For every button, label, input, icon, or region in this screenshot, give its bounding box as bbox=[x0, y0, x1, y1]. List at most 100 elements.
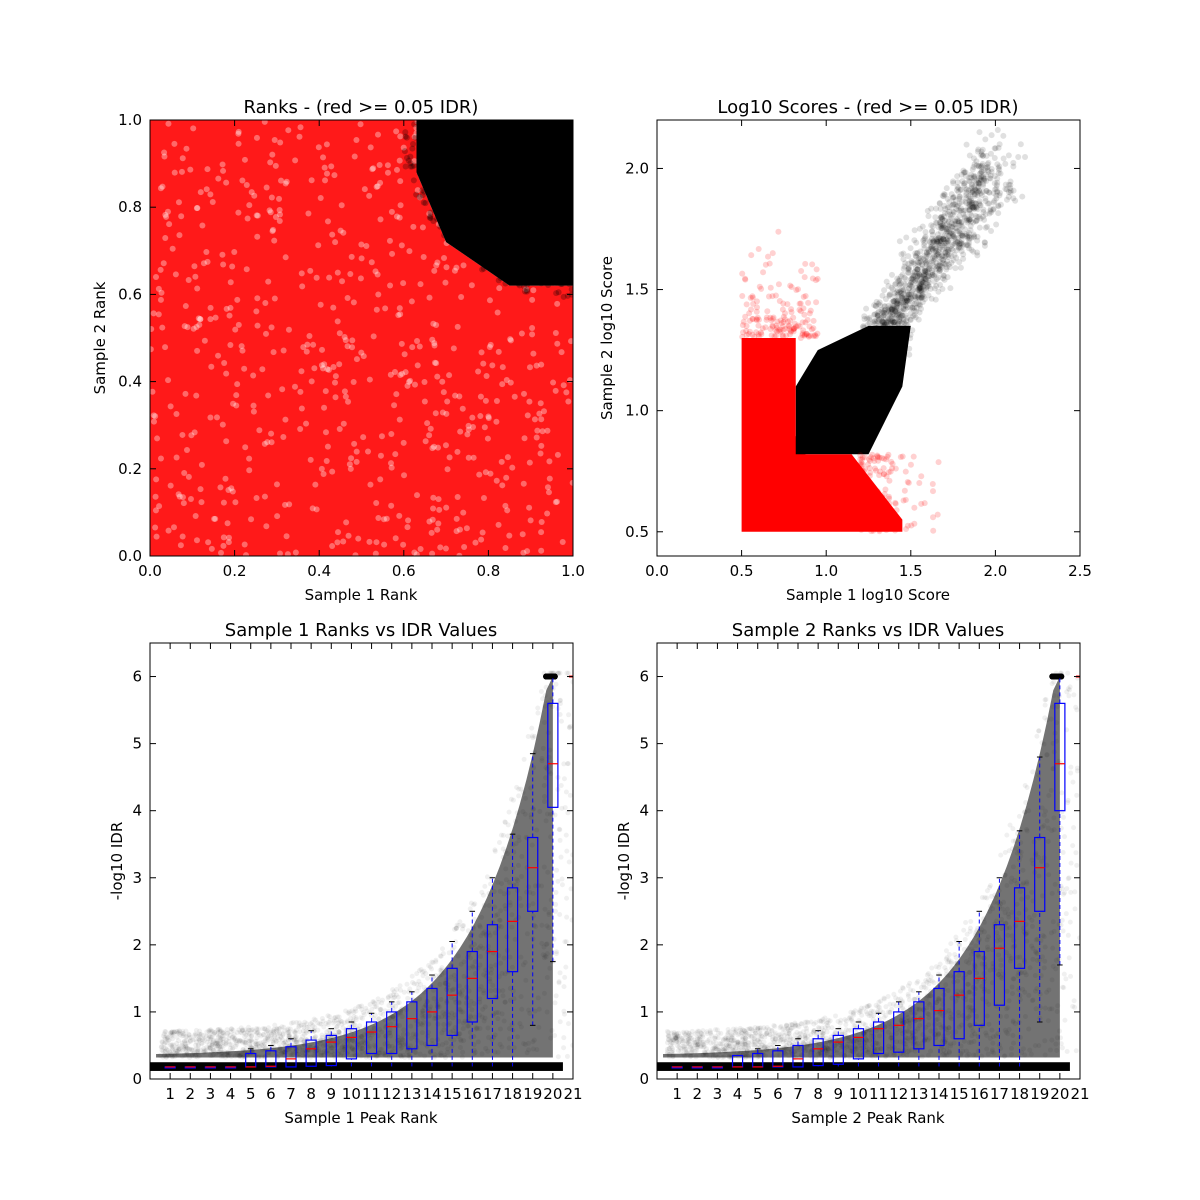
scores-black-point bbox=[885, 283, 892, 290]
scores-black-point bbox=[975, 180, 982, 187]
idr-scatter-point bbox=[557, 911, 563, 917]
scores-red-point bbox=[876, 528, 883, 535]
scores-black-point bbox=[954, 239, 961, 246]
ranks-red-point bbox=[426, 518, 433, 525]
ranks-red-point bbox=[353, 458, 360, 465]
scores-black-point bbox=[973, 200, 980, 207]
ranks-red-point bbox=[432, 410, 439, 417]
ranks-red-point bbox=[357, 121, 364, 128]
scores-black-point bbox=[966, 245, 973, 252]
ranks-red-point bbox=[213, 414, 220, 421]
scores-black-point bbox=[906, 267, 913, 274]
ranks-red-point bbox=[205, 539, 212, 546]
ranks-red-point bbox=[181, 323, 188, 330]
scores-red-point bbox=[867, 515, 874, 522]
ranks-red-point bbox=[479, 529, 486, 536]
scores-black-point bbox=[938, 263, 945, 270]
ranks-black-point bbox=[550, 279, 557, 286]
scores-black-point bbox=[941, 217, 948, 224]
scores-black-point bbox=[889, 318, 896, 325]
ranks-black-point bbox=[522, 288, 529, 295]
scores-black-point bbox=[933, 240, 940, 247]
scores-black-point bbox=[970, 248, 977, 255]
ranks-red-point bbox=[383, 515, 390, 522]
scores-black-point bbox=[921, 267, 928, 274]
ranks-red-point bbox=[207, 414, 214, 421]
ranks-red-point bbox=[345, 398, 352, 405]
idr-scatter-point bbox=[358, 1053, 364, 1059]
ranks-red-point bbox=[246, 467, 253, 474]
scores-black-point bbox=[950, 194, 957, 201]
ranks-red-point bbox=[428, 529, 435, 536]
ranks-red-point bbox=[164, 208, 171, 215]
scores-black-point bbox=[898, 319, 905, 326]
idr-scatter-point bbox=[529, 842, 535, 848]
ranks-red-point bbox=[407, 377, 414, 384]
scores-black-point bbox=[960, 242, 967, 249]
ranks-red-point bbox=[307, 267, 314, 274]
scores-black-point bbox=[979, 152, 986, 159]
ranks-red-point bbox=[433, 321, 440, 328]
scores-black-point bbox=[921, 296, 928, 303]
idr-scatter-point bbox=[542, 719, 548, 725]
scores-black-point bbox=[913, 304, 920, 311]
idr-envelope bbox=[156, 676, 553, 1058]
scores-black-point bbox=[966, 206, 973, 213]
ranks-red-point bbox=[430, 320, 437, 327]
scores-black-point bbox=[905, 253, 912, 260]
scores-black-point bbox=[974, 185, 981, 192]
scores-red-point bbox=[790, 314, 797, 321]
idr-scatter-point bbox=[460, 1026, 466, 1032]
ranks-red-point bbox=[388, 502, 395, 509]
scores-black-point bbox=[886, 291, 893, 298]
scores-black-point bbox=[948, 191, 955, 198]
scores-black-point bbox=[966, 236, 973, 243]
scores-red-point bbox=[806, 323, 813, 330]
ranks-red-point bbox=[523, 286, 530, 293]
ranks-red-point bbox=[225, 534, 232, 541]
scores-black-point bbox=[923, 253, 930, 260]
scores-black-point bbox=[918, 273, 925, 280]
scores-black-point bbox=[937, 281, 944, 288]
scores-black-point bbox=[879, 309, 886, 316]
scores-black-point bbox=[920, 286, 927, 293]
scores-black-point bbox=[969, 188, 976, 195]
ranks-red-point bbox=[483, 373, 490, 380]
ranks-red-point bbox=[201, 337, 208, 344]
scores-black-point bbox=[948, 252, 955, 259]
ranks-red-point bbox=[248, 189, 255, 196]
scores-black-point bbox=[931, 263, 938, 270]
ranks-red-point bbox=[568, 338, 573, 345]
ranks-red-point bbox=[212, 314, 219, 321]
ranks-red-point bbox=[409, 344, 416, 351]
scores-red-point bbox=[769, 250, 776, 257]
scores-black-core bbox=[795, 325, 911, 455]
scores-black-point bbox=[979, 146, 986, 153]
ranks-red-point bbox=[435, 520, 442, 527]
ranks-black-point bbox=[419, 157, 426, 164]
scores-black-point bbox=[971, 233, 978, 240]
scores-black-point bbox=[994, 175, 1001, 182]
scores-black-point bbox=[871, 302, 878, 309]
idr-scatter-point bbox=[555, 1054, 561, 1060]
scores-black-point bbox=[888, 271, 895, 278]
scores-black-point bbox=[933, 262, 940, 269]
scores-black-point bbox=[960, 207, 967, 214]
scores-black-point bbox=[968, 183, 975, 190]
scores-black-point bbox=[977, 190, 984, 197]
scores-red-point bbox=[775, 281, 782, 288]
ranks-red-point bbox=[538, 416, 545, 423]
ranks-red-point bbox=[413, 551, 420, 556]
ranks-red-point bbox=[179, 155, 186, 162]
scores-black-point bbox=[925, 248, 932, 255]
ranks-black-point bbox=[538, 280, 545, 287]
idr-scatter-point bbox=[471, 902, 477, 908]
ranks-red-point bbox=[183, 446, 190, 453]
scores-black-point bbox=[900, 305, 907, 312]
ranks-red-point bbox=[527, 517, 534, 524]
scores-black-point bbox=[902, 282, 909, 289]
ranks-red-point bbox=[162, 234, 169, 241]
scores-black-point bbox=[969, 204, 976, 211]
scores-black-point bbox=[944, 195, 951, 202]
ranks-red-point bbox=[265, 278, 272, 285]
